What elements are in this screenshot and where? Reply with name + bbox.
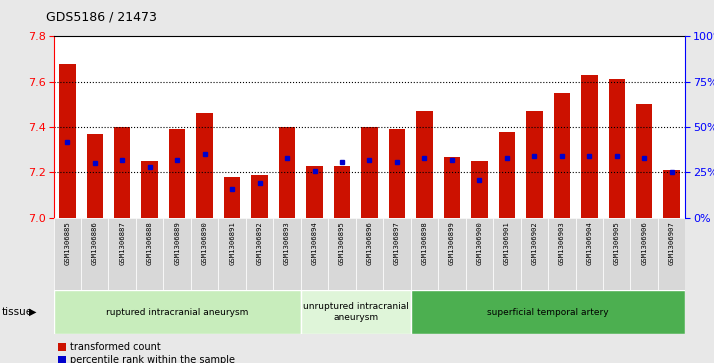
Bar — [411, 218, 438, 290]
Text: GSM1306890: GSM1306890 — [201, 221, 208, 265]
Bar — [251, 175, 268, 218]
Text: GSM1306902: GSM1306902 — [531, 221, 538, 265]
Text: GSM1306901: GSM1306901 — [504, 221, 510, 265]
Bar — [581, 75, 598, 218]
Bar — [443, 156, 460, 218]
Bar — [498, 131, 515, 218]
Bar — [136, 218, 164, 290]
Text: GSM1306891: GSM1306891 — [229, 221, 235, 265]
Bar — [356, 218, 383, 290]
Text: ruptured intracranial aneurysm: ruptured intracranial aneurysm — [106, 308, 248, 317]
Bar — [54, 218, 81, 290]
Text: GSM1306905: GSM1306905 — [614, 221, 620, 265]
Text: GSM1306894: GSM1306894 — [311, 221, 318, 265]
Text: GSM1306895: GSM1306895 — [339, 221, 345, 265]
Bar — [636, 104, 653, 218]
Bar — [328, 218, 356, 290]
Bar — [273, 218, 301, 290]
Text: GSM1306892: GSM1306892 — [256, 221, 263, 265]
Text: GSM1306897: GSM1306897 — [394, 221, 400, 265]
Text: GSM1306889: GSM1306889 — [174, 221, 180, 265]
Bar — [608, 79, 625, 218]
Bar — [81, 218, 109, 290]
Text: GSM1306904: GSM1306904 — [586, 221, 593, 265]
Text: GSM1306903: GSM1306903 — [559, 221, 565, 265]
Bar — [306, 166, 323, 218]
Bar — [411, 290, 685, 334]
Bar — [86, 134, 103, 218]
Text: GSM1306906: GSM1306906 — [641, 221, 647, 265]
Bar — [471, 161, 488, 218]
Bar — [630, 218, 658, 290]
Legend: transformed count, percentile rank within the sample: transformed count, percentile rank withi… — [59, 342, 235, 363]
Text: GSM1306907: GSM1306907 — [669, 221, 675, 265]
Text: unruptured intracranial
aneurysm: unruptured intracranial aneurysm — [303, 302, 408, 322]
Bar — [548, 218, 575, 290]
Bar — [301, 218, 328, 290]
Text: GSM1306899: GSM1306899 — [449, 221, 455, 265]
Bar — [224, 177, 241, 218]
Bar — [526, 111, 543, 218]
Text: GSM1306887: GSM1306887 — [119, 221, 125, 265]
Bar — [191, 218, 218, 290]
Text: ▶: ▶ — [29, 307, 36, 317]
Bar — [196, 113, 213, 218]
Bar — [466, 218, 493, 290]
Bar — [218, 218, 246, 290]
Text: superficial temporal artery: superficial temporal artery — [487, 308, 609, 317]
Bar — [114, 127, 131, 218]
Bar — [521, 218, 548, 290]
Bar — [109, 218, 136, 290]
Text: GDS5186 / 21473: GDS5186 / 21473 — [46, 11, 157, 24]
Bar — [553, 93, 570, 218]
Bar — [663, 170, 680, 218]
Text: GSM1306900: GSM1306900 — [476, 221, 483, 265]
Bar — [59, 64, 76, 218]
Bar — [246, 218, 273, 290]
Bar — [416, 111, 433, 218]
Text: GSM1306885: GSM1306885 — [64, 221, 70, 265]
Bar — [388, 129, 406, 218]
Text: tissue: tissue — [1, 307, 33, 317]
Bar — [438, 218, 466, 290]
Bar — [164, 218, 191, 290]
Bar — [54, 290, 301, 334]
Bar — [301, 290, 411, 334]
Bar — [141, 161, 158, 218]
Bar — [333, 166, 351, 218]
Bar — [361, 127, 378, 218]
Bar — [493, 218, 521, 290]
Text: GSM1306896: GSM1306896 — [366, 221, 373, 265]
Bar — [658, 218, 685, 290]
Text: GSM1306886: GSM1306886 — [92, 221, 98, 265]
Text: GSM1306893: GSM1306893 — [284, 221, 290, 265]
Text: GSM1306888: GSM1306888 — [146, 221, 153, 265]
Bar — [383, 218, 411, 290]
Bar — [279, 127, 296, 218]
Bar — [603, 218, 630, 290]
Bar — [575, 218, 603, 290]
Bar — [169, 129, 186, 218]
Text: GSM1306898: GSM1306898 — [421, 221, 428, 265]
